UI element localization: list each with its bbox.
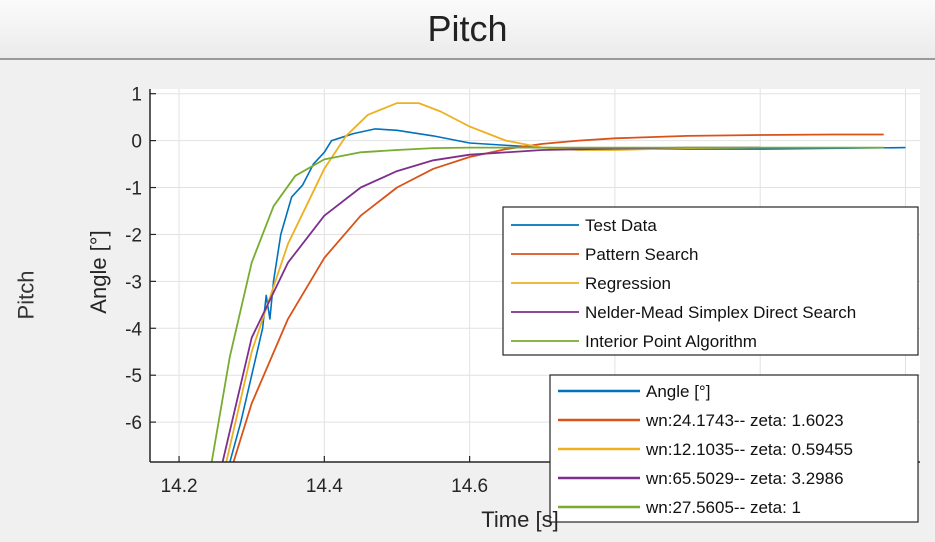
legend-params: Angle [°] wn:24.1743-- zeta: 1.6023 wn:12.… (549, 374, 919, 523)
y-tick-label: -6 (125, 413, 142, 434)
series-lines (210, 102, 906, 463)
x-tick-label: 14.6 (451, 476, 488, 497)
y-axis-label: Angle [°] (86, 230, 111, 313)
legend1-entry: Nelder-Mead Simplex Direct Search (585, 303, 856, 322)
y-tick-label: 0 (131, 132, 142, 153)
legend2-entry: wn:65.5029-- zeta: 3.2986 (645, 469, 844, 488)
legend2-entry: wn:12.1035-- zeta: 0.59455 (645, 440, 853, 459)
legend1-entry: Interior Point Algorithm (585, 332, 757, 351)
tick-labels: 10-1-2-3-4-5-614.214.414.614.8 (125, 85, 633, 497)
x-axis-label: Time [s] (481, 507, 558, 532)
legend1-entry: Regression (585, 274, 671, 293)
y-tick-label: -4 (125, 319, 142, 340)
legend1-entry: Pattern Search (585, 245, 698, 264)
series-line-5 (210, 146, 884, 463)
series-line-3 (225, 102, 761, 463)
legend1-box (502, 206, 919, 356)
y-tick-label: -5 (125, 366, 142, 387)
y-tick-label: -3 (125, 272, 142, 293)
y-tick-label: -2 (125, 225, 142, 246)
x-tick-label: 14.2 (161, 476, 198, 497)
y-tick-label: 1 (131, 85, 142, 106)
window-title: Pitch (427, 8, 508, 49)
legend1-entry: Test Data (585, 216, 657, 235)
x-tick-label: 14.4 (306, 476, 343, 497)
legend-main: Test Data Pattern Search Regression Nelder-… (502, 206, 919, 356)
window-title-bar: Pitch (0, 0, 935, 60)
legend2-entry: wn:27.5605-- zeta: 1 (645, 498, 801, 517)
legend2-entry: Angle [°] (646, 382, 710, 401)
series-line-1 (229, 128, 906, 463)
legend2-entry: wn:24.1743-- zeta: 1.6023 (645, 411, 844, 430)
y-tick-label: -1 (125, 179, 142, 200)
